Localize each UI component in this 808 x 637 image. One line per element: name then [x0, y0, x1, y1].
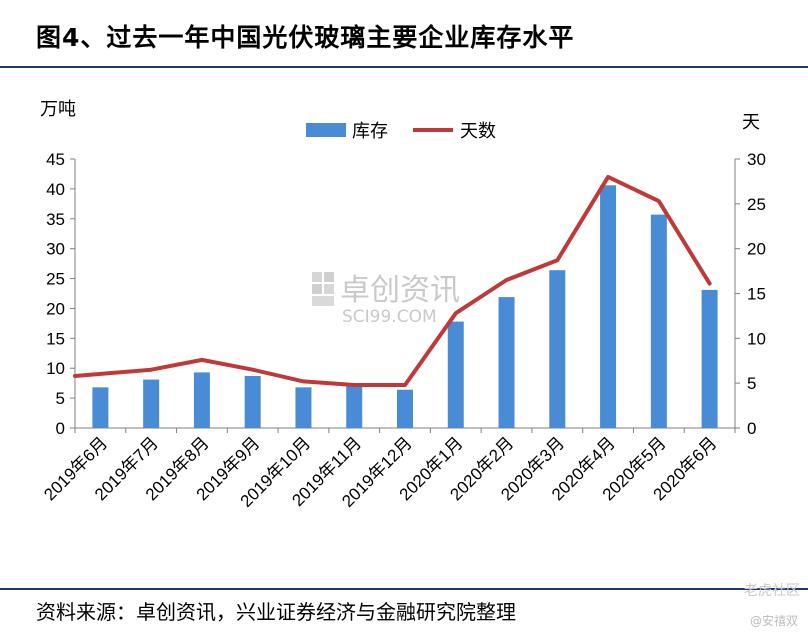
bar-inventory	[346, 386, 363, 428]
bar-inventory	[600, 185, 617, 428]
footer-divider	[0, 588, 808, 590]
bar-inventory	[397, 389, 413, 428]
left-tick-label: 10	[46, 359, 65, 378]
right-tick-label: 10	[747, 329, 766, 348]
corner-watermark-user: @安禧双	[749, 614, 798, 628]
legend-line-label: 天数	[460, 121, 496, 142]
chart-title: 图4、过去一年中国光伏玻璃主要企业库存水平	[36, 23, 575, 52]
corner-watermark: 老虎社区	[744, 583, 800, 599]
left-axis-unit: 万吨	[40, 99, 76, 120]
bar-inventory	[244, 375, 261, 428]
right-tick-label: 30	[747, 150, 766, 169]
right-tick-label: 0	[747, 419, 756, 438]
left-tick-label: 15	[46, 329, 65, 348]
left-tick-label: 25	[46, 270, 65, 289]
bar-inventory	[143, 379, 160, 428]
legend-bar-swatch	[306, 123, 346, 137]
left-tick-label: 20	[46, 299, 65, 318]
bar-inventory	[701, 289, 718, 428]
left-tick-label: 0	[56, 419, 65, 438]
chart-canvas: 卓创资讯 SCI99.COM 万吨 天 库存 天数 0 5 10 15 20 25 30 35…	[40, 99, 766, 511]
watermark-main: 卓创资讯	[340, 273, 460, 308]
right-tick-label: 20	[747, 240, 766, 259]
left-tick-label: 45	[46, 150, 65, 169]
title-divider	[0, 66, 808, 68]
right-axis-unit: 天	[742, 112, 760, 133]
bar-inventory	[498, 297, 515, 428]
bar-inventory	[650, 214, 667, 428]
left-tick-label: 40	[46, 180, 65, 199]
bar-inventory	[295, 387, 312, 428]
watermark: 卓创资讯 SCI99.COM	[312, 272, 460, 327]
bar-inventory	[193, 372, 210, 428]
bar-inventory	[447, 321, 464, 428]
legend: 库存 天数	[306, 121, 496, 142]
watermark-sub: SCI99.COM	[342, 307, 437, 327]
left-tick-label: 30	[46, 240, 65, 259]
right-tick-label: 25	[747, 195, 766, 214]
right-tick-label: 15	[747, 285, 766, 304]
left-tick-label: 35	[46, 210, 65, 229]
left-tick-label: 5	[56, 389, 65, 408]
bar-inventory	[92, 387, 109, 428]
right-tick-label: 5	[747, 374, 756, 393]
source-note: 资料来源：卓创资讯，兴业证券经济与金融研究院整理	[36, 600, 516, 624]
bar-inventory	[549, 270, 566, 428]
legend-bar-label: 库存	[352, 121, 388, 142]
